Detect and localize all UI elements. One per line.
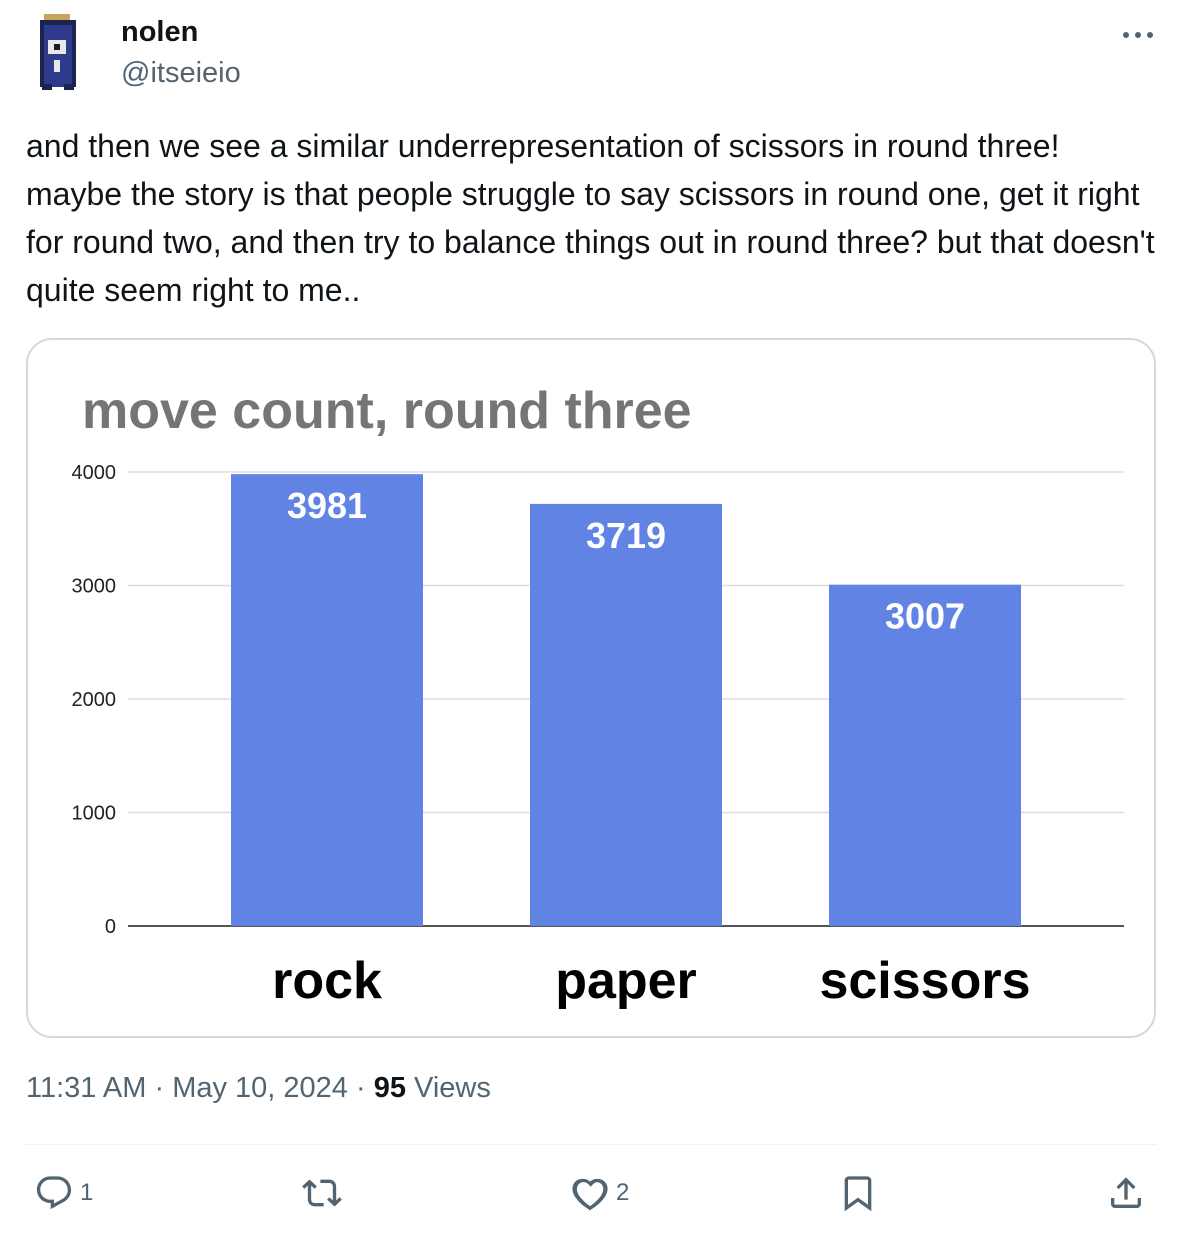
bar-scissors [829,584,1021,926]
meta-separator: · [154,1072,165,1104]
y-tick-label: 1000 [72,803,117,825]
retweet-icon [302,1179,342,1207]
x-tick-label: paper [555,952,697,1010]
pixel-character-avatar-icon [40,14,76,90]
data-label: 3719 [586,515,666,556]
meta-separator: · [355,1072,366,1104]
bar-paper [530,503,722,926]
display-name[interactable]: nolen [121,16,199,48]
views-count: 95 [373,1072,406,1104]
bar-chart: move count, round three 0 1000 2000 3000 4000… [72,382,1124,1010]
tweet-text: and then we see a similar underrepresent… [26,128,1155,308]
avatar[interactable] [26,12,94,92]
reply-icon [36,1176,72,1210]
y-tick-label: 2000 [72,689,117,711]
reply-button[interactable]: 1 [34,1170,93,1216]
handle[interactable]: @itseieio [121,57,241,89]
data-label: 3981 [287,485,367,526]
share-button[interactable] [1106,1170,1146,1216]
reply-count: 1 [80,1179,94,1206]
divider [26,1144,1156,1145]
tweet-time[interactable]: 11:31 AM [26,1072,147,1104]
like-count: 2 [616,1179,630,1206]
heart-icon [572,1178,608,1211]
more-options-button[interactable] [1118,20,1158,50]
y-tick-label: 0 [105,916,116,938]
more-dots-icon [1123,32,1153,38]
views-label: Views [414,1072,491,1104]
like-button[interactable]: 2 [570,1170,629,1216]
x-tick-label: scissors [819,952,1030,1010]
retweet-button[interactable] [302,1170,348,1216]
bar-rock [231,474,423,926]
x-tick-label: rock [272,952,382,1010]
y-tick-label: 4000 [72,462,117,484]
bookmark-button[interactable] [838,1170,878,1216]
media-card[interactable]: move count, round three 0 1000 2000 3000 4000… [26,338,1156,1038]
data-label: 3007 [885,596,965,637]
share-icon [1111,1177,1141,1208]
tweet-date[interactable]: May 10, 2024 [172,1072,348,1104]
bookmark-icon [844,1176,872,1212]
y-tick-label: 3000 [72,576,117,598]
chart-title: move count, round three [82,382,692,440]
tweet-metadata: 11:31 AM · May 10, 2024 · 95 Views [26,1072,491,1105]
